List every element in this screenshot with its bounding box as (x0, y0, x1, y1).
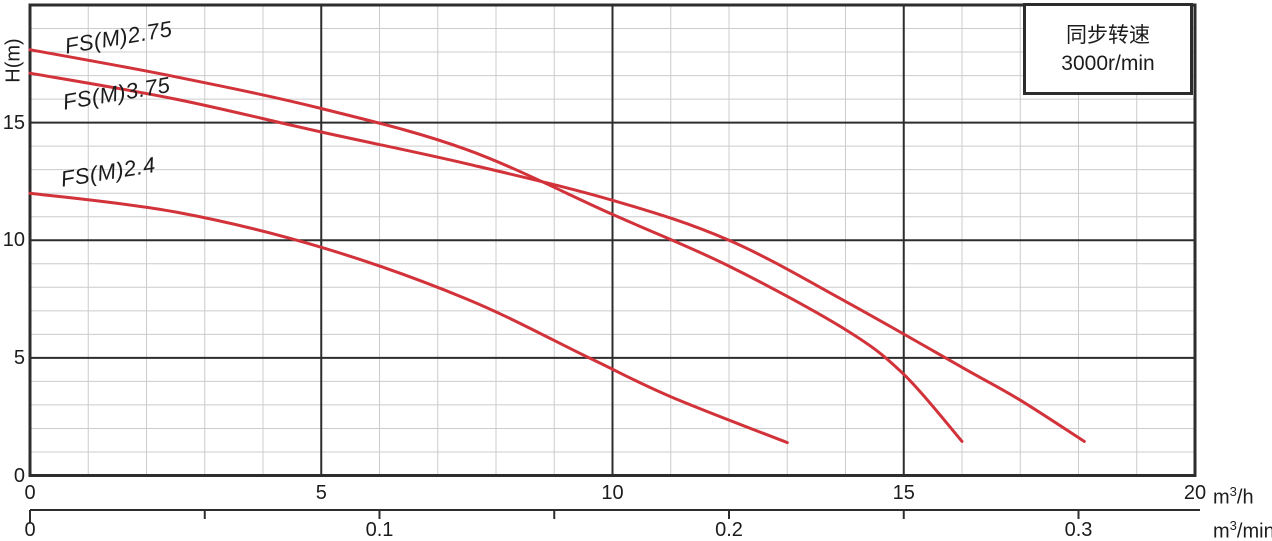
grid-major (30, 5, 1195, 476)
y-tick-label-10: 10 (2, 229, 25, 252)
curve-FS(M)2.75 (28, 48, 964, 443)
x2-axis-unit-m3min: m3/min (1213, 518, 1272, 541)
curve-FS(M)3.75 (28, 71, 1086, 443)
y-tick-label-5: 5 (13, 346, 25, 369)
unit-sup: 3 (1229, 484, 1237, 499)
x-tick-label-10: 10 (601, 482, 624, 504)
unit-sup: 3 (1229, 518, 1237, 533)
x2-tick-label-0.2: 0.2 (715, 519, 743, 541)
curve-FS(M)2.4 (28, 191, 789, 445)
legend-box: 同步转速 3000r/min (1023, 3, 1193, 95)
y-tick-label-15: 15 (2, 111, 25, 134)
x2-tick-label-0.1: 0.1 (365, 519, 394, 541)
legend-rpm-text: 3000r/min (1061, 51, 1155, 75)
y-tick-label-0: 0 (13, 464, 25, 487)
unit-rest: /min (1236, 520, 1272, 541)
legend-speed-text: 同步转速 (1066, 23, 1150, 47)
y-axis-label: H(m) (2, 38, 25, 83)
secondary-axis (29, 509, 1200, 523)
plot-border (28, 3, 1197, 477)
unit-rest: /h (1236, 486, 1254, 509)
x-tick-label-15: 15 (892, 482, 915, 504)
pump-curves (28, 48, 1086, 445)
x-axis-unit-m3h: m3/h (1213, 484, 1254, 510)
x-tick-label-20: 20 (1183, 482, 1207, 504)
x-tick-label-0: 0 (24, 482, 36, 504)
x2-tick-label-0: 0 (24, 519, 36, 541)
unit-base: m (1213, 486, 1230, 509)
unit-base: m (1213, 520, 1230, 541)
x2-tick-label-0.3: 0.3 (1064, 519, 1093, 541)
x-tick-label-5: 5 (315, 482, 327, 504)
